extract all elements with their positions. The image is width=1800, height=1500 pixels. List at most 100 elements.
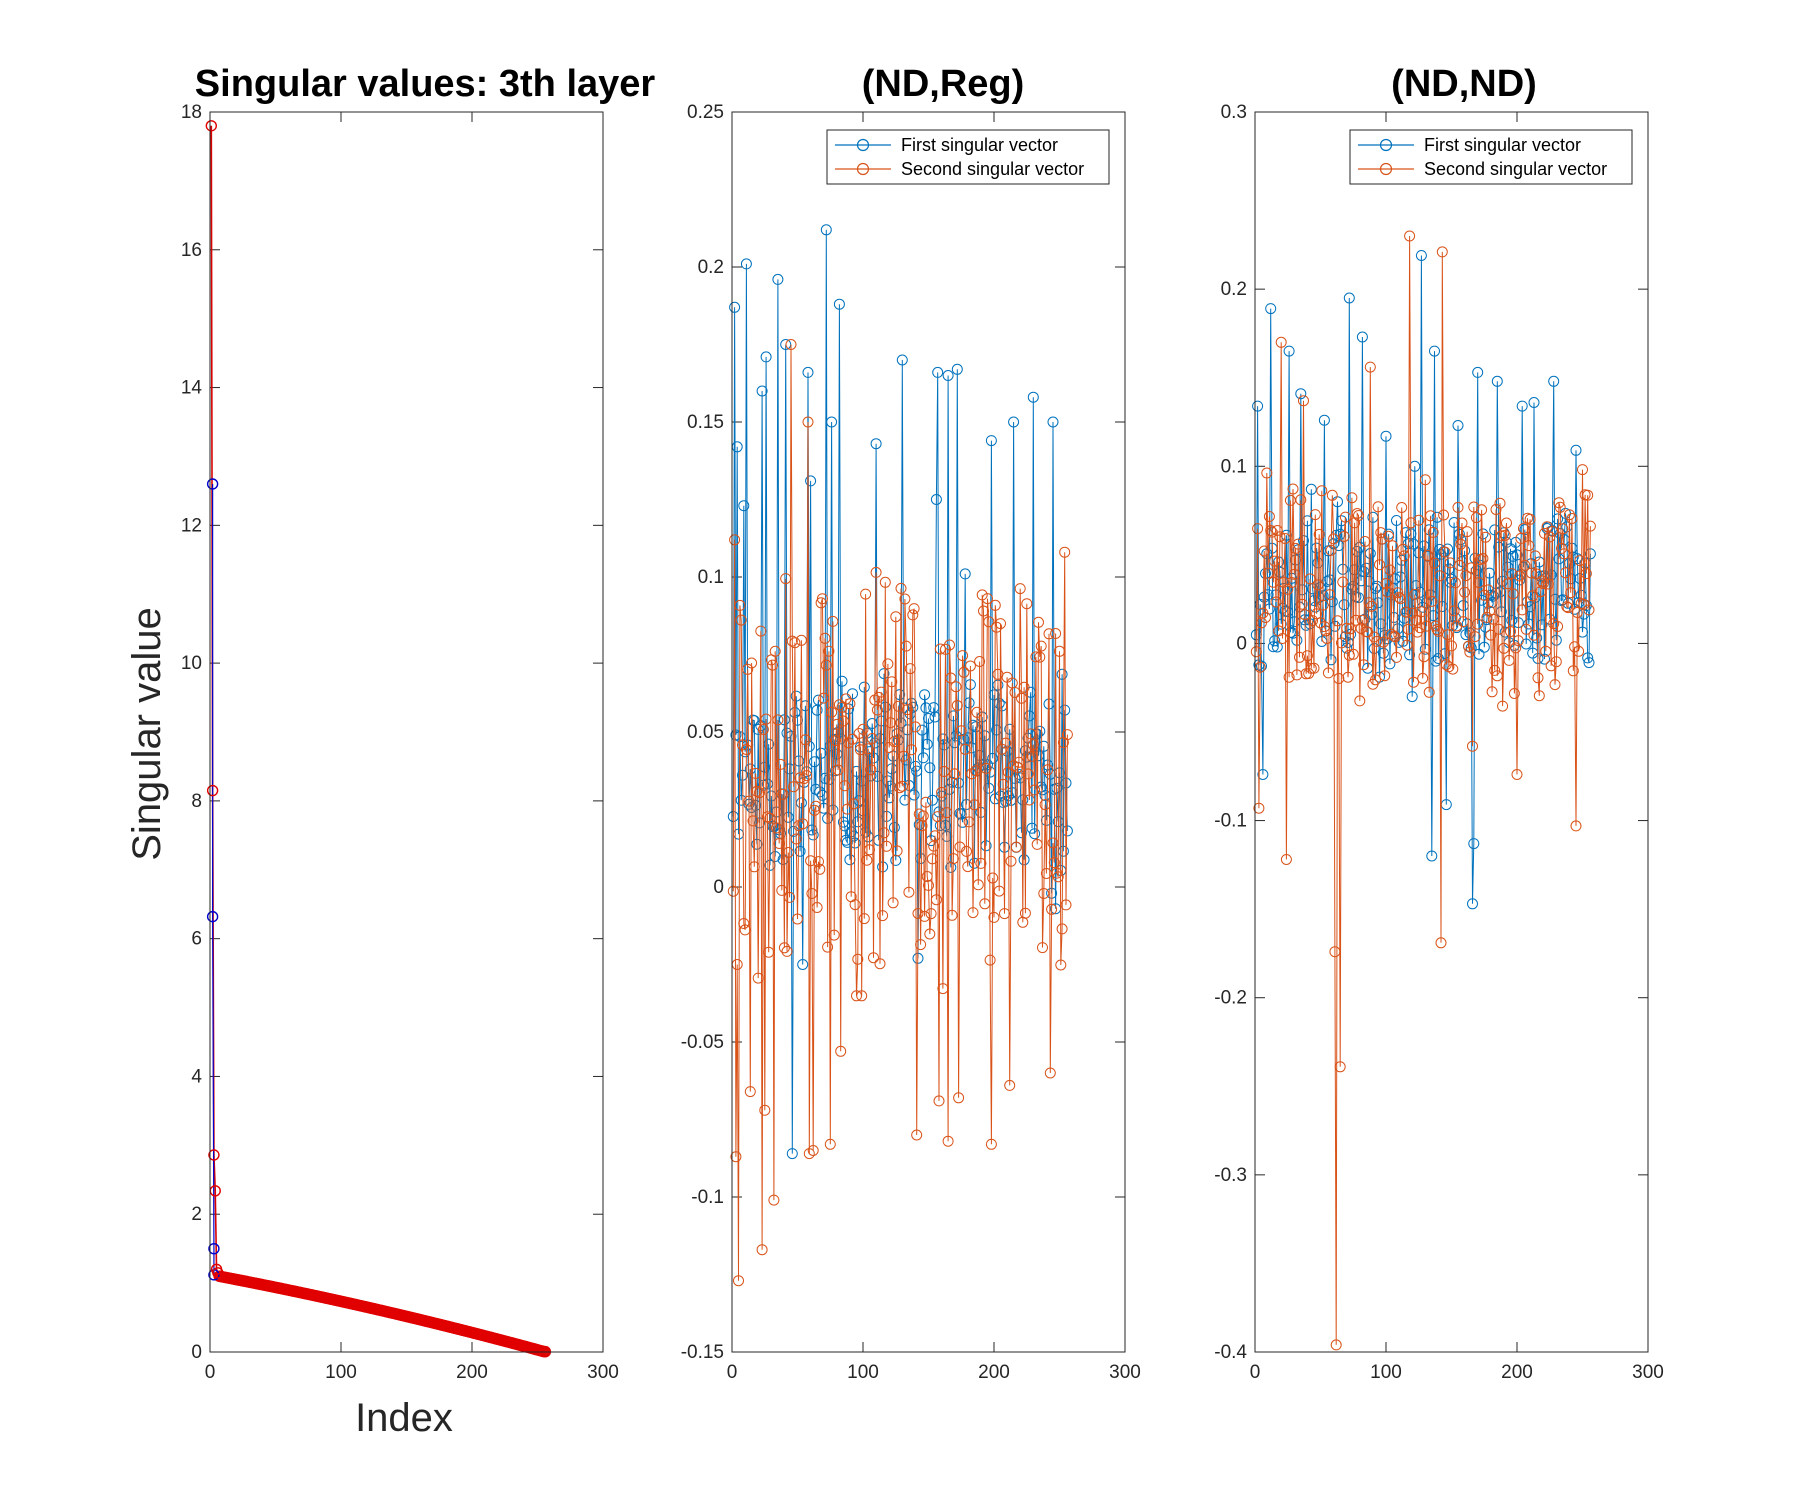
data-point — [1033, 616, 1044, 628]
legend-swatch-marker — [856, 138, 870, 152]
data-point — [750, 767, 762, 779]
data-point — [1029, 828, 1041, 840]
data-point — [1389, 631, 1401, 643]
data-point — [798, 773, 810, 785]
data-point — [1582, 652, 1594, 664]
data-point — [1315, 617, 1326, 629]
data-point — [1405, 517, 1417, 529]
data-point — [1436, 601, 1448, 612]
data-point — [1557, 523, 1569, 535]
legend: First singular vector Second singular vec… — [1349, 129, 1633, 185]
data-point — [1299, 609, 1311, 621]
legend-entry: Second singular vector — [1424, 159, 1607, 179]
y-tick-label: 0 — [191, 1342, 202, 1363]
data-point — [942, 1135, 954, 1147]
data-point — [975, 857, 987, 869]
data-point — [1380, 578, 1392, 589]
data-point — [1336, 515, 1347, 527]
data-point — [776, 884, 788, 896]
data-point — [1054, 645, 1065, 657]
data-point — [1271, 641, 1283, 653]
data-point — [1294, 651, 1305, 663]
data-point — [1287, 483, 1299, 495]
data-point — [1469, 631, 1481, 643]
data-point — [733, 1275, 744, 1287]
data-point — [1305, 662, 1317, 674]
data-point — [1040, 814, 1052, 826]
data-point — [1328, 533, 1340, 545]
data-point — [871, 704, 883, 716]
data-point — [1560, 567, 1571, 579]
data-point — [848, 798, 860, 810]
data-point — [1478, 641, 1490, 653]
data-point — [987, 752, 999, 764]
data-point — [797, 959, 809, 970]
data-point — [756, 1244, 768, 1256]
data-point — [955, 725, 967, 737]
data-point — [813, 856, 824, 868]
data-point — [1415, 250, 1427, 261]
data-point — [1263, 511, 1275, 522]
data-point — [932, 366, 944, 378]
data-point — [824, 1138, 836, 1150]
data-point — [1018, 681, 1030, 693]
y-tick-label: -0.05 — [681, 1032, 724, 1053]
data-point — [985, 1138, 997, 1150]
x-tick-label: 300 — [587, 1362, 619, 1383]
data-point — [1347, 648, 1359, 660]
data-point — [1370, 674, 1381, 686]
data-point — [847, 733, 858, 745]
data-point — [1523, 540, 1535, 552]
data-point — [1409, 588, 1421, 600]
x-tick-labels: 0 100 200 300 — [1250, 112, 1664, 1383]
data-point — [980, 762, 992, 774]
data-point — [894, 782, 906, 794]
data-point — [1511, 769, 1523, 780]
data-point — [1570, 820, 1582, 832]
data-point — [882, 775, 894, 787]
data-point — [830, 735, 841, 747]
data-point — [1429, 345, 1440, 357]
data-point — [1431, 624, 1443, 635]
data-point — [818, 692, 830, 704]
data-point — [1582, 489, 1594, 501]
data-point — [212, 1267, 224, 1279]
data-point — [1274, 531, 1286, 543]
data-point — [936, 786, 948, 798]
data-point — [1019, 907, 1031, 919]
data-point — [1574, 555, 1586, 567]
data-point — [1584, 520, 1596, 532]
data-point — [1021, 598, 1033, 610]
data-point — [841, 836, 853, 848]
data-point — [1410, 580, 1422, 592]
data-point — [740, 258, 752, 270]
data-point — [1482, 584, 1494, 596]
data-point — [807, 829, 819, 841]
data-point — [822, 813, 834, 824]
data-point — [788, 781, 800, 793]
data-point — [967, 907, 979, 919]
nd-nd-panel: (ND,ND) -0.4 -0.3 -0.2 -0.1 0 0.1 0.2 0.3 0 100 2… — [1214, 63, 1664, 1383]
series-line — [1255, 235, 1591, 1345]
data-point — [1490, 504, 1502, 515]
data-point — [1381, 586, 1393, 598]
data-point — [1459, 586, 1471, 598]
data-point — [1030, 651, 1042, 663]
data-point — [1288, 568, 1300, 580]
data-point — [934, 643, 946, 655]
data-point — [1376, 533, 1388, 545]
data-point — [1301, 650, 1313, 662]
data-point — [959, 568, 971, 580]
data-point — [1286, 577, 1298, 588]
data-point — [1316, 485, 1328, 497]
data-point — [727, 885, 739, 897]
data-point — [764, 812, 776, 824]
data-point — [781, 945, 793, 957]
data-point — [919, 910, 931, 922]
data-point — [1490, 587, 1502, 599]
data-point — [1010, 841, 1022, 853]
y-tick-label: -0.1 — [691, 1187, 724, 1208]
data-point — [1380, 430, 1392, 442]
y-tick-label: 0.3 — [1221, 102, 1247, 123]
